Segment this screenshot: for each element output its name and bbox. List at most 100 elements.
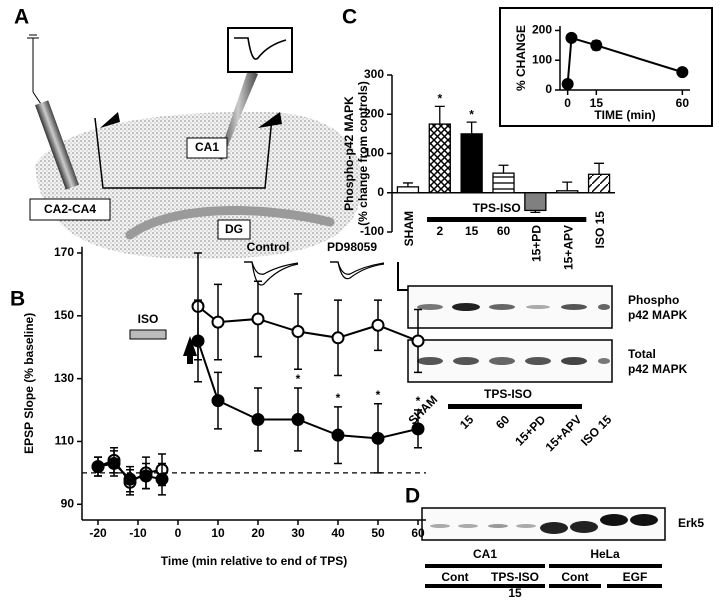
y-tick-label: 300 bbox=[364, 67, 384, 81]
bar bbox=[428, 123, 451, 194]
hippocampus-drawing bbox=[27, 27, 362, 259]
group-bar bbox=[427, 217, 587, 222]
lane-label: 15 bbox=[457, 412, 477, 432]
series-name: PD98059 bbox=[327, 240, 377, 254]
treatment-label: ISO bbox=[138, 312, 159, 326]
y-tick-label: 170 bbox=[54, 245, 74, 259]
category-label: ISO 15 bbox=[593, 211, 607, 249]
category-label: 2 bbox=[436, 224, 443, 238]
data-point bbox=[565, 31, 578, 44]
x-axis-label: TIME (min) bbox=[594, 108, 655, 122]
bar bbox=[587, 173, 611, 194]
bar bbox=[524, 192, 547, 212]
lane-label: 15+APV bbox=[543, 412, 585, 454]
y-tick-label: 110 bbox=[55, 434, 75, 448]
x-tick-label: 20 bbox=[251, 526, 265, 540]
category-label: 60 bbox=[497, 224, 511, 238]
region-label: CA2-CA4 bbox=[44, 202, 96, 216]
epsp-traces bbox=[244, 261, 420, 291]
condition-label: Cont bbox=[561, 570, 588, 584]
bar bbox=[556, 190, 579, 194]
data-point bbox=[411, 422, 425, 436]
significance-mark: * bbox=[437, 92, 442, 106]
error-bar bbox=[594, 162, 605, 175]
data-point bbox=[251, 412, 265, 426]
y-tick-label: 150 bbox=[54, 308, 74, 322]
error-bar bbox=[530, 210, 541, 214]
x-tick-label: 0 bbox=[175, 526, 182, 540]
y-tick-label: 90 bbox=[61, 496, 75, 510]
data-point bbox=[291, 412, 305, 426]
data-point bbox=[590, 39, 603, 52]
x-tick-label: 60 bbox=[411, 526, 425, 540]
protein-label: Erk5 bbox=[678, 516, 704, 530]
condition-label: EGF bbox=[623, 570, 648, 584]
x-axis-label: Time (min relative to end of TPS) bbox=[161, 554, 347, 568]
panel-letter: C bbox=[342, 6, 357, 29]
data-point bbox=[191, 334, 205, 348]
group-label: TPS-ISO bbox=[473, 201, 521, 215]
category-label: 15+PD bbox=[530, 225, 544, 262]
y-tick-label: -100 bbox=[360, 224, 384, 238]
y-axis-label: (% change from controls) bbox=[356, 81, 370, 226]
data-point bbox=[331, 428, 345, 442]
error-bar bbox=[402, 182, 413, 187]
data-point bbox=[107, 456, 121, 470]
significance-mark: * bbox=[296, 372, 301, 386]
error-bar bbox=[498, 164, 509, 174]
data-point bbox=[676, 66, 689, 79]
source-label: HeLa bbox=[590, 547, 620, 561]
y-axis-label: Phospho-p42 MAPK bbox=[342, 96, 356, 211]
x-tick-label: 40 bbox=[331, 526, 345, 540]
y-tick-label: 200 bbox=[532, 23, 552, 37]
lane-label: SHAM bbox=[405, 392, 440, 427]
condition-label: 15 bbox=[508, 586, 522, 600]
data-point bbox=[371, 318, 385, 332]
y-tick-label: 0 bbox=[545, 82, 552, 96]
significance-mark: * bbox=[336, 391, 341, 405]
significance-mark: * bbox=[416, 394, 421, 408]
data-point bbox=[331, 331, 345, 345]
panel-letter: B bbox=[10, 288, 25, 311]
panel-letter: A bbox=[14, 6, 29, 29]
bar bbox=[492, 172, 515, 194]
bar bbox=[396, 186, 420, 194]
data-point bbox=[561, 78, 574, 91]
tps-arrow bbox=[187, 354, 193, 364]
panel-letter: D bbox=[405, 485, 420, 508]
data-point bbox=[211, 315, 225, 329]
inset-frame bbox=[499, 7, 713, 127]
series-name: Control bbox=[247, 240, 290, 254]
x-tick-label: 15 bbox=[590, 96, 604, 110]
data-point bbox=[155, 472, 169, 486]
x-tick-label: 60 bbox=[676, 96, 690, 110]
group-label: TPS-ISO bbox=[484, 387, 532, 401]
bar bbox=[460, 133, 483, 194]
lane-label: 60 bbox=[493, 412, 513, 432]
x-tick-label: -10 bbox=[129, 526, 147, 540]
y-axis-label: % CHANGE bbox=[514, 25, 528, 91]
error-bar bbox=[562, 181, 573, 191]
x-tick-label: 0 bbox=[564, 96, 571, 110]
category-label: SHAM bbox=[402, 211, 416, 246]
x-tick-label: 50 bbox=[371, 526, 385, 540]
error-bar bbox=[466, 121, 477, 134]
region-label: DG bbox=[225, 222, 243, 236]
x-tick-label: 30 bbox=[291, 526, 305, 540]
condition-label: TPS-ISO bbox=[491, 570, 539, 584]
data-point bbox=[371, 431, 385, 445]
y-tick-label: 100 bbox=[532, 52, 552, 66]
series-line bbox=[566, 36, 683, 85]
category-label: 15 bbox=[465, 224, 479, 238]
western-blot bbox=[421, 507, 666, 588]
category-label: 15+APV bbox=[561, 225, 575, 270]
source-label: CA1 bbox=[473, 547, 497, 561]
significance-mark: * bbox=[469, 107, 474, 121]
data-point bbox=[123, 472, 137, 486]
blot-row-label: p42 MAPK bbox=[628, 308, 688, 322]
x-tick-label: 10 bbox=[211, 526, 225, 540]
data-point bbox=[291, 325, 305, 339]
tps-arrow bbox=[183, 336, 197, 356]
lane-label: ISO 15 bbox=[578, 412, 615, 449]
error-bar bbox=[434, 105, 445, 125]
